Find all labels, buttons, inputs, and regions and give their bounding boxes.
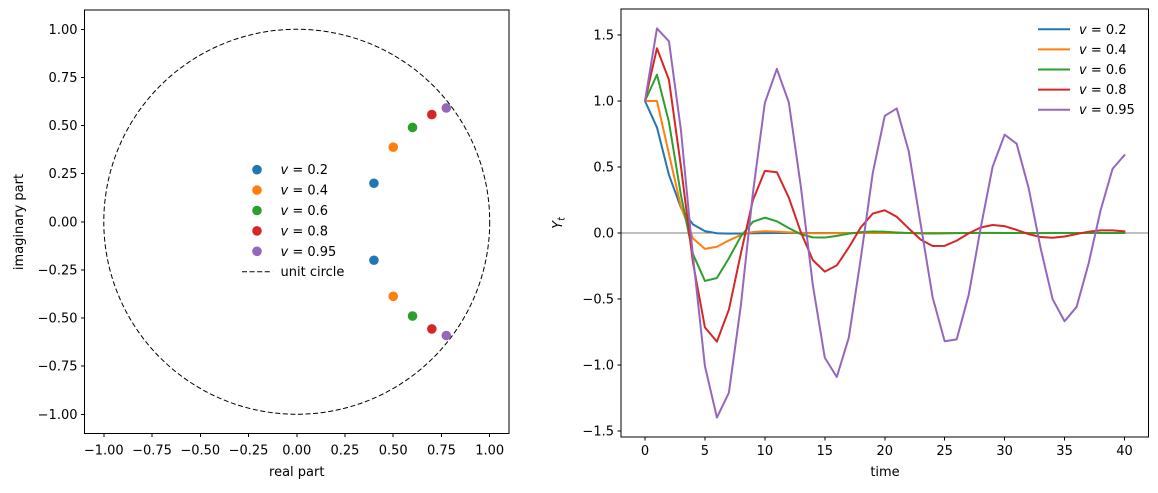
x-tick-label: 1.00 bbox=[475, 444, 504, 459]
y-tick-label: −0.5 bbox=[582, 293, 614, 308]
y-tick-label: 1.5 bbox=[593, 29, 614, 44]
x-tick-label: 0.50 bbox=[379, 444, 408, 459]
y-tick-label: −0.50 bbox=[38, 312, 78, 327]
series-line bbox=[643, 100, 1126, 235]
root-point bbox=[407, 311, 418, 321]
right-ylabel: Yt bbox=[551, 216, 568, 229]
legend-label: v = 0.6 bbox=[1079, 63, 1127, 78]
y-tick-label: −1.5 bbox=[582, 425, 614, 440]
legend-label: v = 0.6 bbox=[281, 204, 329, 219]
root-point bbox=[388, 142, 399, 152]
axes-spines bbox=[84, 9, 510, 434]
x-tick-label: 25 bbox=[936, 444, 953, 459]
y-tick-label: 0.00 bbox=[49, 215, 78, 230]
impulse-response-plot: 0 5 10 15 20 25 30 35 40 −1.5 −1.0 −0.5 0.0 0.5 1.0 1.5… bbox=[582, 8, 1149, 459]
x-tick-label: 20 bbox=[876, 444, 893, 459]
x-tick-label: −0.75 bbox=[132, 444, 172, 459]
y-tick-label: 0.0 bbox=[593, 227, 614, 242]
legend-marker bbox=[252, 246, 262, 257]
y-tick-label: 0.75 bbox=[49, 71, 78, 86]
legend-label: v = 0.8 bbox=[281, 224, 329, 239]
right-xlabel: time bbox=[870, 465, 899, 480]
root-point bbox=[427, 324, 437, 334]
y-tick-label: 0.5 bbox=[593, 161, 614, 176]
root-point bbox=[407, 122, 418, 133]
legend-marker bbox=[252, 185, 262, 195]
y-tick-label: 1.0 bbox=[593, 95, 614, 110]
legend-marker bbox=[252, 164, 262, 175]
root-point bbox=[388, 291, 399, 302]
series-line bbox=[643, 73, 1126, 282]
x-tick-label: 0 bbox=[641, 444, 649, 459]
legend-marker bbox=[252, 205, 262, 216]
left-xlabel: real part bbox=[269, 465, 324, 480]
y-tick-label: 1.00 bbox=[49, 23, 78, 38]
y-tick-label: 0.50 bbox=[49, 119, 78, 134]
axes-spines bbox=[620, 8, 1149, 438]
y-tick-label: −0.25 bbox=[38, 263, 78, 278]
root-point bbox=[369, 255, 379, 266]
legend-label: v = 0.2 bbox=[1079, 23, 1127, 38]
legend-label: v = 0.4 bbox=[281, 184, 329, 199]
x-tick-label: 30 bbox=[996, 444, 1013, 459]
series-line bbox=[643, 47, 1126, 343]
left-ylabel: imaginary part bbox=[12, 174, 27, 270]
legend-label: v = 0.95 bbox=[1079, 103, 1135, 118]
unit-circle bbox=[103, 28, 491, 415]
root-point bbox=[369, 178, 379, 189]
legend-label: v = 0.4 bbox=[1079, 43, 1127, 58]
x-tick-label: 0.25 bbox=[331, 444, 360, 459]
x-tick-label: −0.25 bbox=[229, 444, 269, 459]
y-tick-label: −1.0 bbox=[582, 359, 614, 374]
legend-label: v = 0.8 bbox=[1079, 83, 1127, 98]
root-point bbox=[441, 330, 452, 341]
y-tick-label: −0.75 bbox=[38, 360, 78, 375]
y-tick-label: −1.00 bbox=[38, 408, 78, 423]
x-tick-label: 35 bbox=[1056, 444, 1073, 459]
x-tick-label: 0.75 bbox=[427, 444, 456, 459]
series-line bbox=[643, 100, 1126, 250]
legend: v = 0.2 v = 0.4 v = 0.6 v = 0.8 v = 0.95 unit… bbox=[242, 163, 344, 280]
y-tick-label: 0.25 bbox=[49, 167, 78, 182]
root-point bbox=[441, 103, 452, 113]
x-tick-label: 10 bbox=[757, 444, 774, 459]
legend-label: v = 0.2 bbox=[281, 163, 329, 178]
x-tick-label: −1.00 bbox=[84, 444, 124, 459]
legend: v = 0.2 v = 0.4 v = 0.6 v = 0.8 v = 0.95 bbox=[1038, 23, 1135, 118]
root-point bbox=[427, 109, 437, 120]
series-line bbox=[643, 27, 1126, 419]
x-tick-label: 15 bbox=[817, 444, 834, 459]
x-tick-label: 0.00 bbox=[282, 444, 311, 459]
x-tick-label: −0.50 bbox=[180, 444, 220, 459]
roots-plot: −1.00 −0.75 −0.50 −0.25 0.00 0.25 0.50 0.75 1.00… bbox=[38, 9, 510, 459]
x-tick-label: 5 bbox=[701, 444, 709, 459]
legend-marker bbox=[252, 226, 262, 236]
legend-label: v = 0.95 bbox=[281, 245, 337, 260]
x-tick-label: 40 bbox=[1116, 444, 1133, 459]
legend-label: unit circle bbox=[281, 265, 345, 280]
